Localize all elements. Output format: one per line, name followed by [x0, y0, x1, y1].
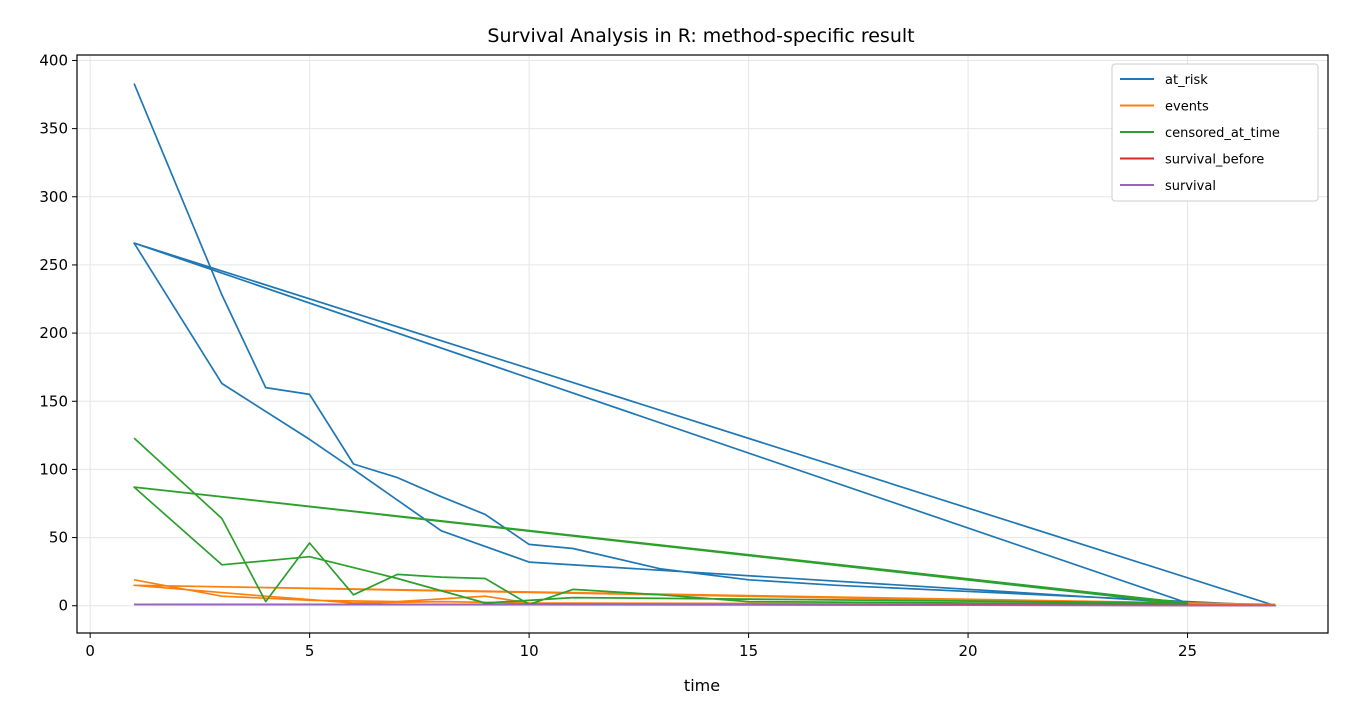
- x-axis-ticks: 0 5 10 15 20 25: [85, 633, 1197, 660]
- y-tick-label: 300: [39, 188, 68, 206]
- x-tick-label: 25: [1178, 642, 1197, 660]
- x-tick-label: 0: [85, 642, 95, 660]
- x-tick-label: 20: [959, 642, 978, 660]
- y-tick-label: 100: [39, 460, 68, 478]
- legend-label: at_risk: [1165, 73, 1208, 88]
- y-tick-label: 150: [39, 392, 68, 410]
- series-line-survival: [134, 603, 1276, 607]
- y-tick-label: 0: [58, 597, 68, 615]
- legend-label: survival: [1165, 179, 1216, 194]
- y-tick-label: 50: [49, 529, 68, 547]
- series-line-at-risk: [133, 83, 1277, 607]
- y-tick-label: 250: [39, 256, 68, 274]
- y-tick-label: 350: [39, 120, 68, 138]
- x-tick-label: 15: [739, 642, 758, 660]
- legend-label: events: [1165, 100, 1209, 115]
- x-axis-label: time: [684, 676, 720, 695]
- plot-frame: [76, 54, 1329, 634]
- legend-label: censored_at_time: [1165, 126, 1280, 141]
- y-tick-label: 200: [39, 324, 68, 342]
- x-tick-label: 5: [305, 642, 315, 660]
- legend-label: survival_before: [1165, 153, 1264, 168]
- series-line-censored-at-time: [133, 437, 1189, 606]
- y-axis-ticks: 0 50 100 150 200 250 300 350 400: [39, 51, 77, 615]
- y-tick-label: 400: [39, 51, 68, 69]
- x-tick-label: 10: [520, 642, 539, 660]
- legend-box: [1111, 63, 1319, 202]
- chart-title: Survival Analysis in R: method-specific …: [487, 25, 914, 47]
- series-lines: [133, 83, 1277, 607]
